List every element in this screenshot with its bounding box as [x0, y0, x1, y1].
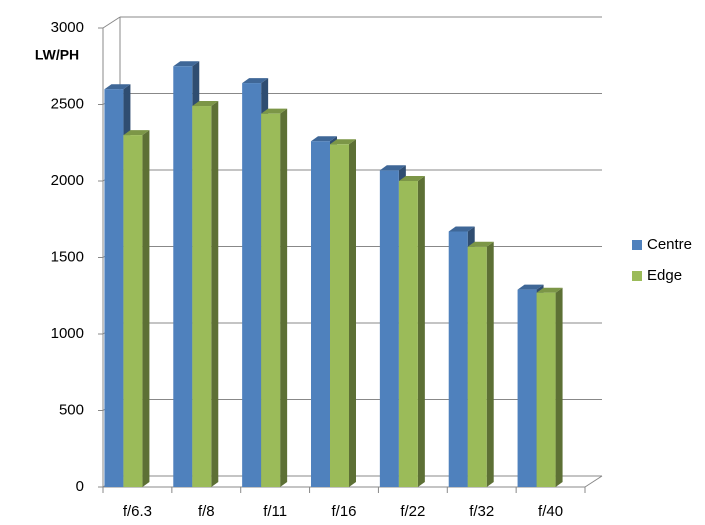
legend-label: Centre: [647, 236, 692, 253]
y-tick-label: 500: [59, 401, 84, 418]
bar-side: [211, 101, 219, 487]
bar-top: [330, 139, 356, 145]
bar: [192, 106, 212, 487]
y-tick-label: 1500: [51, 248, 84, 265]
bar: [398, 181, 418, 487]
bar-side: [486, 241, 494, 487]
y-axis-label: LW/PH: [35, 47, 79, 63]
bar-top: [536, 287, 563, 293]
bar: [173, 66, 193, 487]
bar: [536, 292, 556, 487]
bar-side: [417, 176, 425, 487]
x-tick-label: f/40: [538, 503, 563, 520]
floor-right: [584, 475, 603, 488]
bar: [104, 89, 124, 487]
bar-side: [349, 139, 356, 487]
bar-top: [311, 136, 337, 142]
bar-side: [280, 108, 288, 488]
bar: [261, 113, 281, 488]
bar-top: [261, 108, 288, 114]
bar: [311, 141, 330, 487]
x-tick-label: f/8: [198, 503, 215, 520]
bar-top: [242, 78, 269, 84]
y-tick-label: 2000: [51, 172, 84, 189]
bar-side: [555, 287, 563, 487]
bar-top: [448, 226, 475, 232]
bar-top: [467, 241, 494, 247]
legend-swatch: [632, 271, 642, 281]
bar: [517, 289, 537, 487]
bar-top: [398, 176, 425, 181]
y-tick-label: 1000: [51, 325, 84, 342]
bar: [448, 231, 468, 487]
x-tick-label: f/32: [469, 503, 494, 520]
bar-top: [173, 61, 200, 67]
y-tick-label: 0: [76, 478, 84, 495]
bar-top: [123, 130, 150, 136]
bar: [379, 170, 399, 488]
y-tick-label: 3000: [51, 19, 84, 36]
bar: [467, 246, 487, 487]
legend-label: Edge: [647, 267, 682, 284]
bar-top: [379, 165, 406, 171]
bar: [330, 144, 349, 487]
grid-slant: [102, 16, 121, 29]
bar: [242, 83, 262, 487]
bar-top: [192, 101, 219, 107]
x-tick-label: f/22: [400, 503, 425, 520]
bar-top: [104, 84, 131, 90]
bar-top: [517, 284, 544, 290]
y-tick-label: 2500: [51, 95, 84, 112]
bar: [123, 135, 143, 487]
x-tick-label: f/6.3: [123, 503, 152, 520]
bar-side: [142, 130, 150, 487]
x-tick-label: f/16: [331, 503, 356, 520]
legend-swatch: [632, 240, 642, 250]
x-tick-label: f/11: [263, 503, 287, 520]
